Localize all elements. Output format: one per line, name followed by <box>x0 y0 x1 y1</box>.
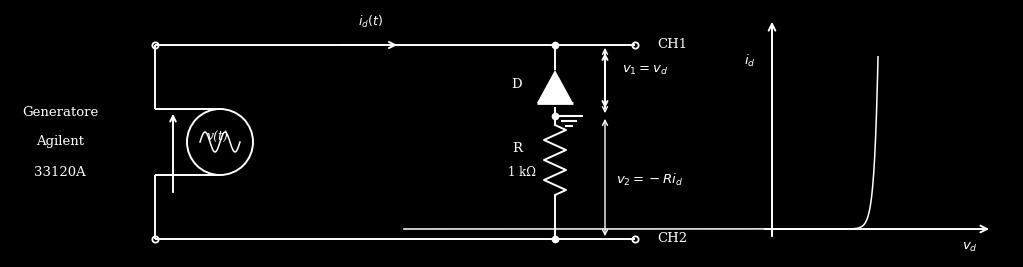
Text: $i_d(t)$: $i_d(t)$ <box>357 14 383 30</box>
Text: Generatore: Generatore <box>21 105 98 119</box>
Text: $i_d$: $i_d$ <box>744 53 756 69</box>
Text: $v_2= - Ri_d$: $v_2= - Ri_d$ <box>616 171 683 187</box>
Text: $v_1= v_d$: $v_1= v_d$ <box>622 64 668 77</box>
Text: CH2: CH2 <box>657 233 687 245</box>
Text: $v_d$: $v_d$ <box>962 241 978 254</box>
Text: R: R <box>512 142 522 155</box>
Text: Agilent: Agilent <box>36 135 84 148</box>
Text: 1 kΩ: 1 kΩ <box>508 167 536 179</box>
Polygon shape <box>537 70 573 103</box>
Text: v(t): v(t) <box>206 131 228 143</box>
Text: 33120A: 33120A <box>34 166 86 179</box>
Text: CH1: CH1 <box>657 38 687 52</box>
Text: D: D <box>512 77 523 91</box>
